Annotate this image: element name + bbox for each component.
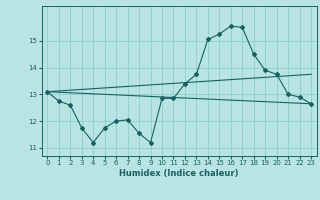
X-axis label: Humidex (Indice chaleur): Humidex (Indice chaleur)	[119, 169, 239, 178]
